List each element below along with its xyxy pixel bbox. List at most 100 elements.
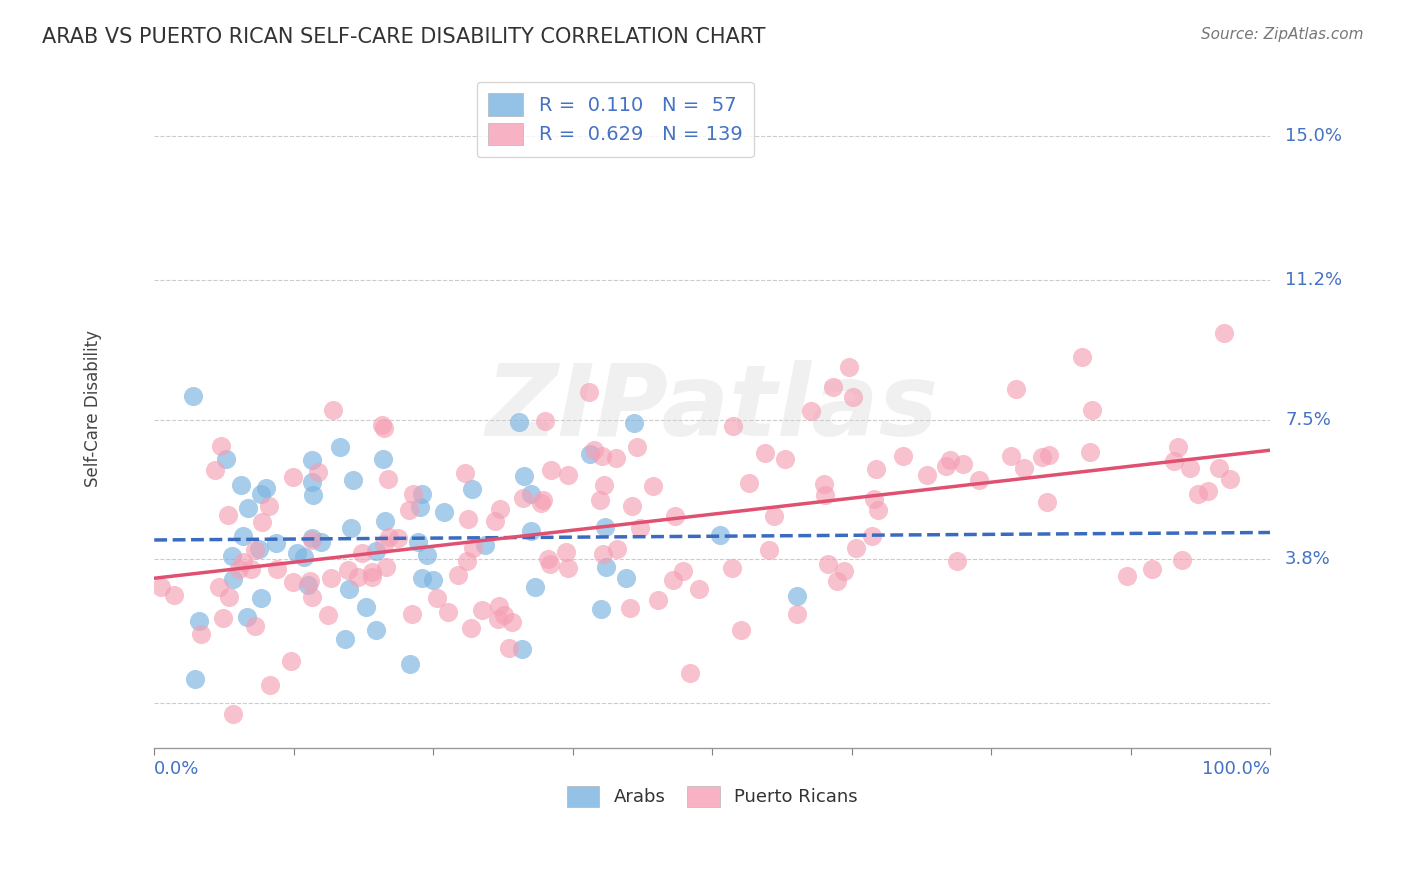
Point (825, 574, 848, 589)
Point (821, 380, 844, 394)
Point (399, 657, 422, 671)
Point (422, 573, 444, 587)
Point (1163, 454, 1185, 468)
Point (411, 571, 433, 585)
Point (1070, 350, 1092, 364)
Point (266, 562, 288, 576)
Point (595, 560, 617, 574)
Point (1213, 326, 1236, 341)
Point (1012, 461, 1035, 475)
Point (592, 477, 614, 491)
Point (347, 570, 370, 584)
Point (250, 487, 273, 501)
Point (222, 572, 245, 586)
Point (721, 561, 744, 575)
Text: 3.8%: 3.8% (1285, 550, 1330, 568)
Point (838, 359, 860, 374)
Point (967, 473, 990, 487)
Point (231, 528, 253, 542)
Point (285, 546, 308, 560)
Point (208, 580, 231, 594)
Point (457, 512, 479, 526)
Point (221, 549, 243, 563)
Point (523, 581, 546, 595)
Point (540, 463, 562, 477)
Point (150, 580, 173, 594)
Point (454, 467, 477, 481)
Point (460, 622, 482, 636)
Point (1171, 553, 1194, 567)
Point (786, 589, 808, 603)
Point (228, 562, 250, 576)
Point (1187, 487, 1209, 501)
Point (520, 487, 543, 501)
Point (721, 419, 744, 434)
Point (373, 451, 395, 466)
Point (510, 641, 533, 656)
Point (946, 554, 969, 568)
Point (1038, 448, 1060, 462)
Point (354, 600, 377, 615)
Point (488, 611, 510, 625)
Point (754, 445, 776, 459)
Point (460, 483, 482, 497)
Point (259, 678, 281, 692)
Point (614, 571, 637, 585)
Point (800, 404, 823, 418)
Point (1031, 450, 1053, 464)
Point (163, 588, 186, 602)
Point (643, 479, 665, 493)
Point (211, 611, 233, 625)
Point (865, 461, 887, 475)
Point (606, 542, 628, 557)
Point (814, 488, 837, 502)
Point (591, 449, 613, 463)
Point (1005, 382, 1028, 396)
Point (254, 481, 277, 495)
Point (557, 561, 579, 575)
Point (1036, 495, 1059, 509)
Point (456, 554, 478, 568)
Point (301, 531, 323, 545)
Point (250, 591, 273, 606)
Point (773, 452, 796, 467)
Point (786, 607, 808, 621)
Point (309, 535, 332, 549)
Point (209, 439, 232, 453)
Point (340, 521, 363, 535)
Point (474, 538, 496, 552)
Point (243, 619, 266, 633)
Point (513, 468, 536, 483)
Point (342, 473, 364, 487)
Point (283, 470, 305, 484)
Point (1116, 569, 1139, 583)
Point (335, 632, 357, 647)
Point (250, 516, 273, 530)
Point (411, 487, 433, 501)
Point (409, 500, 432, 515)
Point (360, 565, 382, 579)
Point (350, 546, 373, 560)
Point (301, 591, 323, 605)
Point (557, 468, 579, 483)
Text: Self-Care Disability: Self-Care Disability (84, 330, 101, 487)
Point (488, 501, 510, 516)
Point (301, 453, 323, 467)
Text: 11.2%: 11.2% (1285, 271, 1343, 289)
Point (583, 442, 606, 457)
Point (579, 447, 602, 461)
Point (437, 605, 460, 619)
Point (1142, 561, 1164, 575)
Point (292, 549, 315, 564)
Point (1208, 461, 1230, 475)
Point (832, 564, 855, 578)
Point (319, 571, 342, 585)
Point (623, 417, 645, 431)
Point (302, 488, 325, 502)
Point (1219, 472, 1241, 486)
Point (377, 472, 399, 486)
Legend: Arabs, Puerto Ricans: Arabs, Puerto Ricans (560, 779, 865, 814)
Point (533, 493, 555, 508)
Point (512, 491, 534, 506)
Point (538, 557, 561, 571)
